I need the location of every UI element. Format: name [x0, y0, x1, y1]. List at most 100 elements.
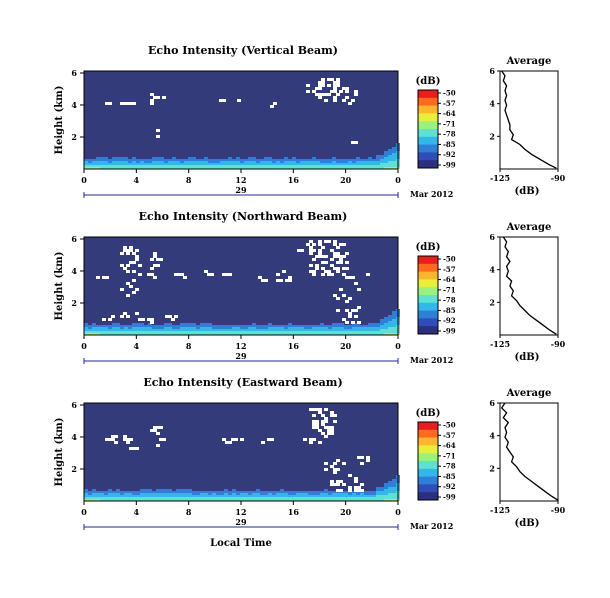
missing-data-cell: [321, 93, 325, 96]
heatmap-cell: [324, 499, 328, 501]
heatmap-cell: [360, 329, 364, 331]
missing-data-cell: [345, 267, 349, 270]
heatmap-cell: [252, 331, 256, 333]
x-tick-label: 0: [395, 175, 401, 185]
heatmap-cell: [380, 495, 384, 497]
heatmap-cell: [348, 493, 352, 495]
missing-data-cell: [126, 264, 130, 267]
heatmap-cell: [384, 485, 388, 487]
heatmap-cell: [228, 163, 232, 165]
heatmap-cell: [332, 325, 336, 327]
heatmap-cell: [264, 157, 268, 159]
heatmap-cell: [388, 497, 392, 499]
heatmap-cell: [372, 159, 376, 161]
heatmap-cell: [172, 495, 176, 497]
heatmap-cell: [124, 495, 128, 497]
heatmap-cell: [236, 157, 240, 159]
missing-data-cell: [333, 90, 337, 93]
heatmap-cell: [304, 159, 308, 161]
heatmap-cell: [368, 159, 372, 161]
y-axis-label: Height (km): [54, 418, 65, 487]
missing-data-cell: [123, 246, 127, 249]
heatmap-cell: [252, 159, 256, 161]
heatmap-cell: [140, 497, 144, 499]
heatmap-cell: [260, 163, 264, 165]
heatmap-cell: [300, 161, 304, 163]
heatmap-cell: [116, 489, 120, 491]
colorbar-band: [418, 322, 438, 327]
missing-data-cell: [324, 417, 328, 420]
heatmap-cell: [136, 495, 140, 497]
heatmap-cell: [128, 325, 132, 327]
heatmap-cell: [164, 323, 168, 325]
colorbar-band: [418, 101, 438, 107]
heatmap-cell: [260, 331, 264, 333]
heatmap-cell: [248, 329, 252, 331]
missing-data-cell: [327, 78, 331, 81]
heatmap-cell: [344, 495, 348, 497]
heatmap-cell: [112, 493, 116, 495]
colorbar-band: [418, 480, 438, 485]
heatmap-cell: [148, 329, 152, 331]
heatmap-cell: [272, 499, 276, 501]
heatmap-cell: [360, 165, 364, 167]
missing-data-cell: [150, 273, 154, 276]
heatmap-cell: [152, 159, 156, 161]
heatmap-cell: [120, 333, 124, 335]
missing-data-cell: [129, 261, 133, 264]
heatmap-cell: [328, 497, 332, 499]
heatmap-cell: [244, 329, 248, 331]
heatmap-cell: [280, 325, 284, 327]
heatmap-cell: [248, 493, 252, 495]
heatmap-cell: [252, 497, 256, 499]
heatmap-cell: [300, 333, 304, 335]
missing-data-cell: [324, 468, 328, 471]
heatmap-cell: [316, 331, 320, 333]
missing-data-cell: [108, 102, 112, 105]
heatmap-cell: [112, 165, 116, 167]
heatmap-cell: [328, 167, 332, 169]
heatmap-cell: [264, 327, 268, 329]
heatmap-cell: [148, 161, 152, 163]
heatmap-cell: [212, 329, 216, 331]
heatmap-cell: [284, 165, 288, 167]
colorbar-band: [418, 267, 438, 273]
heatmap-cell: [96, 163, 100, 165]
missing-data-cell: [330, 429, 334, 432]
heatmap-cell: [108, 165, 112, 167]
missing-data-cell: [129, 249, 133, 252]
heatmap-cell: [224, 491, 228, 493]
heatmap-cell: [100, 331, 104, 333]
heatmap-cell: [292, 165, 296, 167]
heatmap-cell: [388, 485, 392, 487]
heatmap-cell: [160, 327, 164, 329]
missing-data-cell: [357, 486, 361, 489]
heatmap-cell: [144, 161, 148, 163]
heatmap-cell: [120, 499, 124, 501]
heatmap-cell: [284, 497, 288, 499]
missing-data-cell: [132, 261, 136, 264]
profile-y-tick-label: 4: [489, 99, 495, 109]
heatmap-cell: [180, 495, 184, 497]
missing-data-cell: [297, 249, 301, 252]
colorbar-band: [418, 271, 438, 276]
heatmap-cell: [264, 333, 268, 335]
heatmap-cell: [388, 165, 392, 167]
heatmap-cell: [324, 159, 328, 161]
heatmap-background: [84, 71, 398, 169]
heatmap-cell: [272, 333, 276, 335]
heatmap-cell: [268, 331, 272, 333]
heatmap-cell: [356, 327, 360, 329]
heatmap-cell: [300, 167, 304, 169]
heatmap-cell: [320, 491, 324, 493]
heatmap-cell: [384, 317, 388, 319]
heatmap-cell: [284, 325, 288, 327]
heatmap-cell: [332, 165, 336, 167]
heatmap-cell: [380, 329, 384, 331]
heatmap-cell: [220, 165, 224, 167]
missing-data-cell: [222, 438, 226, 441]
heatmap-cell: [300, 491, 304, 493]
missing-data-cell: [360, 456, 364, 459]
heatmap-cell: [240, 163, 244, 165]
missing-data-cell: [159, 438, 163, 441]
